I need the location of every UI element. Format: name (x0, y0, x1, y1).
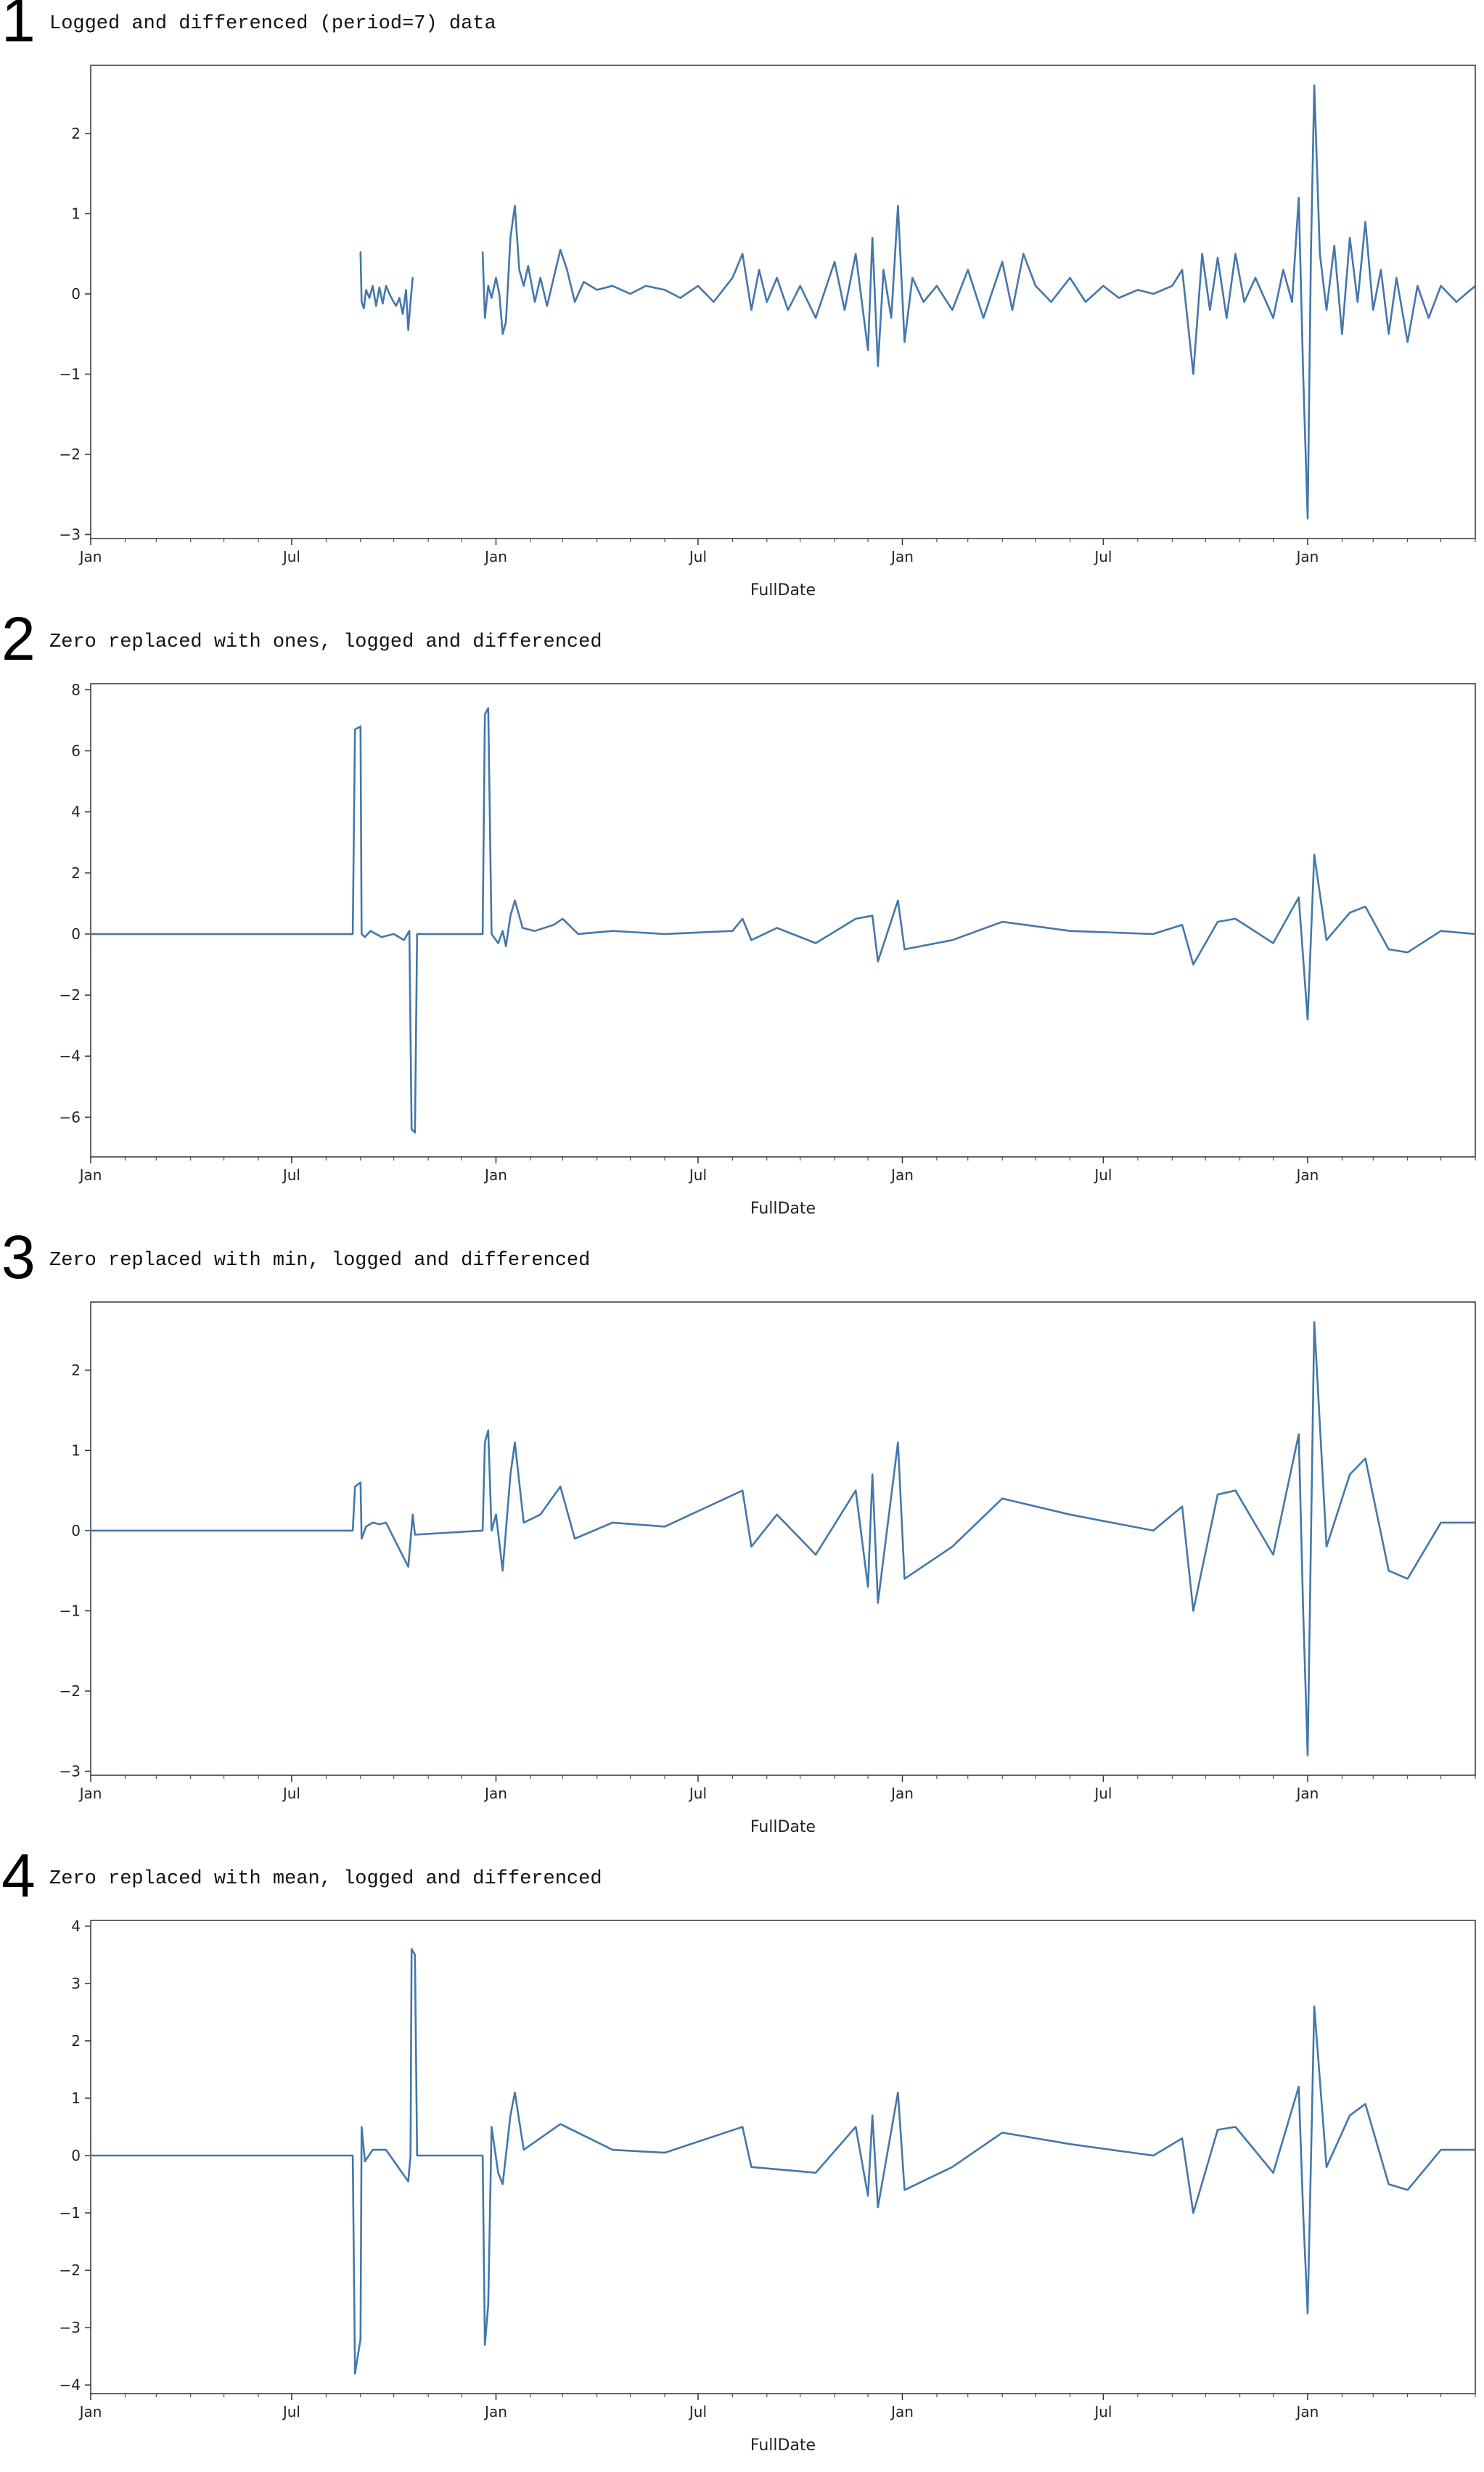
y-tick-label: 0 (71, 2147, 81, 2164)
y-tick-label: −4 (60, 2376, 81, 2394)
line-chart: −6 −4 −2 0 2 4 6 8 Jan Jul Jan Jul Jan Jul Jan FullDate (60, 681, 1477, 1218)
y-tick-label: 8 (71, 681, 81, 698)
x-tick-label: Jul (282, 2403, 300, 2420)
x-tick-label: Jan (483, 548, 507, 565)
panel-number: 2 (1, 605, 36, 673)
x-tick-label: Jul (688, 548, 707, 565)
panel-title: Zero replaced with min, logged and diffe… (49, 1250, 591, 1272)
y-tick-label: −4 (60, 1047, 81, 1065)
line-chart: −3 −2 −1 0 1 2 Jan Jul Jan Jul Jan Jul Jan FullDate (60, 65, 1477, 599)
series-line (359, 84, 1477, 520)
y-tick-label: −3 (60, 1762, 81, 1780)
y-tick-label: 0 (71, 285, 81, 303)
y-tick-label: 6 (71, 742, 81, 760)
plot-frame (90, 65, 1476, 539)
y-tick-label: 3 (71, 1975, 81, 1992)
x-axis-label: FullDate (750, 581, 816, 599)
y-tick-label: −2 (60, 446, 81, 463)
y-tick-label: −3 (60, 2319, 81, 2336)
y-tick-label: 1 (71, 1441, 81, 1459)
x-tick-label: Jan (78, 548, 102, 565)
x-tick-label: Jul (282, 1785, 300, 1802)
panel-title: Zero replaced with mean, logged and diff… (49, 1868, 602, 1890)
x-tick-label: Jul (688, 1166, 707, 1184)
y-tick-label: 0 (71, 925, 81, 943)
x-axis-label: FullDate (750, 2436, 816, 2455)
y-tick-label: −2 (60, 1682, 81, 1700)
x-tick-label: Jan (890, 548, 914, 565)
y-tick-label: 2 (71, 2032, 81, 2050)
x-tick-label: Jul (688, 2403, 707, 2420)
x-tick-label: Jul (1093, 548, 1112, 565)
panel-number: 4 (1, 1841, 36, 1910)
chart-panel-3: 3 Zero replaced with min, logged and dif… (0, 1227, 1484, 1854)
plot-frame (90, 683, 1476, 1158)
y-tick-label: 2 (71, 125, 81, 142)
x-tick-label: Jan (890, 2403, 914, 2420)
x-tick-label: Jan (78, 2403, 102, 2420)
x-tick-label: Jul (1093, 1785, 1112, 1802)
line-chart: −4 −3 −2 −1 0 1 2 3 4 Jan Jul Jan Jul Jan Jul Jan FullDa… (60, 1918, 1477, 2455)
x-tick-label: Jul (282, 1166, 300, 1184)
x-tick-label: Jul (1093, 2403, 1112, 2420)
y-tick-label: −2 (60, 986, 81, 1004)
x-tick-label: Jan (1295, 1166, 1319, 1184)
x-tick-label: Jan (1295, 548, 1319, 565)
panel-title: Zero replaced with ones, logged and diff… (49, 631, 602, 653)
plot-frame (90, 1301, 1476, 1776)
x-tick-label: Jan (78, 1785, 102, 1802)
y-tick-label: 4 (71, 1918, 81, 1935)
x-tick-label: Jan (890, 1785, 914, 1802)
chart-panel-4: 4 Zero replaced with mean, logged and di… (0, 1845, 1484, 2472)
chart-panel-2: 2 Zero replaced with ones, logged and di… (0, 608, 1484, 1235)
x-tick-label: Jan (1295, 1785, 1319, 1802)
y-tick-label: 0 (71, 1522, 81, 1539)
panel-number: 3 (1, 1223, 36, 1291)
series-line (89, 1948, 1477, 2375)
x-axis-label: FullDate (750, 1200, 816, 1218)
x-tick-label: Jan (483, 1785, 507, 1802)
y-tick-label: −6 (60, 1108, 81, 1126)
y-tick-label: −2 (60, 2262, 81, 2279)
y-tick-label: 2 (71, 864, 81, 882)
plot-frame (90, 1920, 1476, 2394)
panel-number: 1 (1, 0, 36, 54)
y-tick-label: −1 (60, 365, 81, 382)
series-line (89, 707, 1477, 1134)
x-tick-label: Jan (483, 2403, 507, 2420)
chart-panel-1: 1 Logged and differenced (period=7) data… (0, 0, 1484, 617)
y-tick-label: 2 (71, 1362, 81, 1379)
y-tick-label: 1 (71, 2090, 81, 2107)
y-tick-label: 4 (71, 803, 81, 821)
x-tick-label: Jan (483, 1166, 507, 1184)
y-tick-label: −1 (60, 1602, 81, 1619)
y-tick-label: −3 (60, 525, 81, 543)
x-tick-label: Jan (1295, 2403, 1319, 2420)
y-tick-label: −1 (60, 2204, 81, 2222)
series-line (89, 1321, 1477, 1756)
x-tick-label: Jan (78, 1166, 102, 1184)
panel-title: Logged and differenced (period=7) data (49, 13, 496, 35)
y-tick-label: 1 (71, 205, 81, 222)
x-tick-label: Jan (890, 1166, 914, 1184)
x-tick-label: Jul (1093, 1166, 1112, 1184)
x-tick-label: Jul (282, 548, 300, 565)
x-tick-label: Jul (688, 1785, 707, 1802)
x-axis-label: FullDate (750, 1818, 816, 1836)
line-chart: −3 −2 −1 0 1 2 Jan Jul Jan Jul Jan Jul Jan FullDate (60, 1301, 1477, 1836)
